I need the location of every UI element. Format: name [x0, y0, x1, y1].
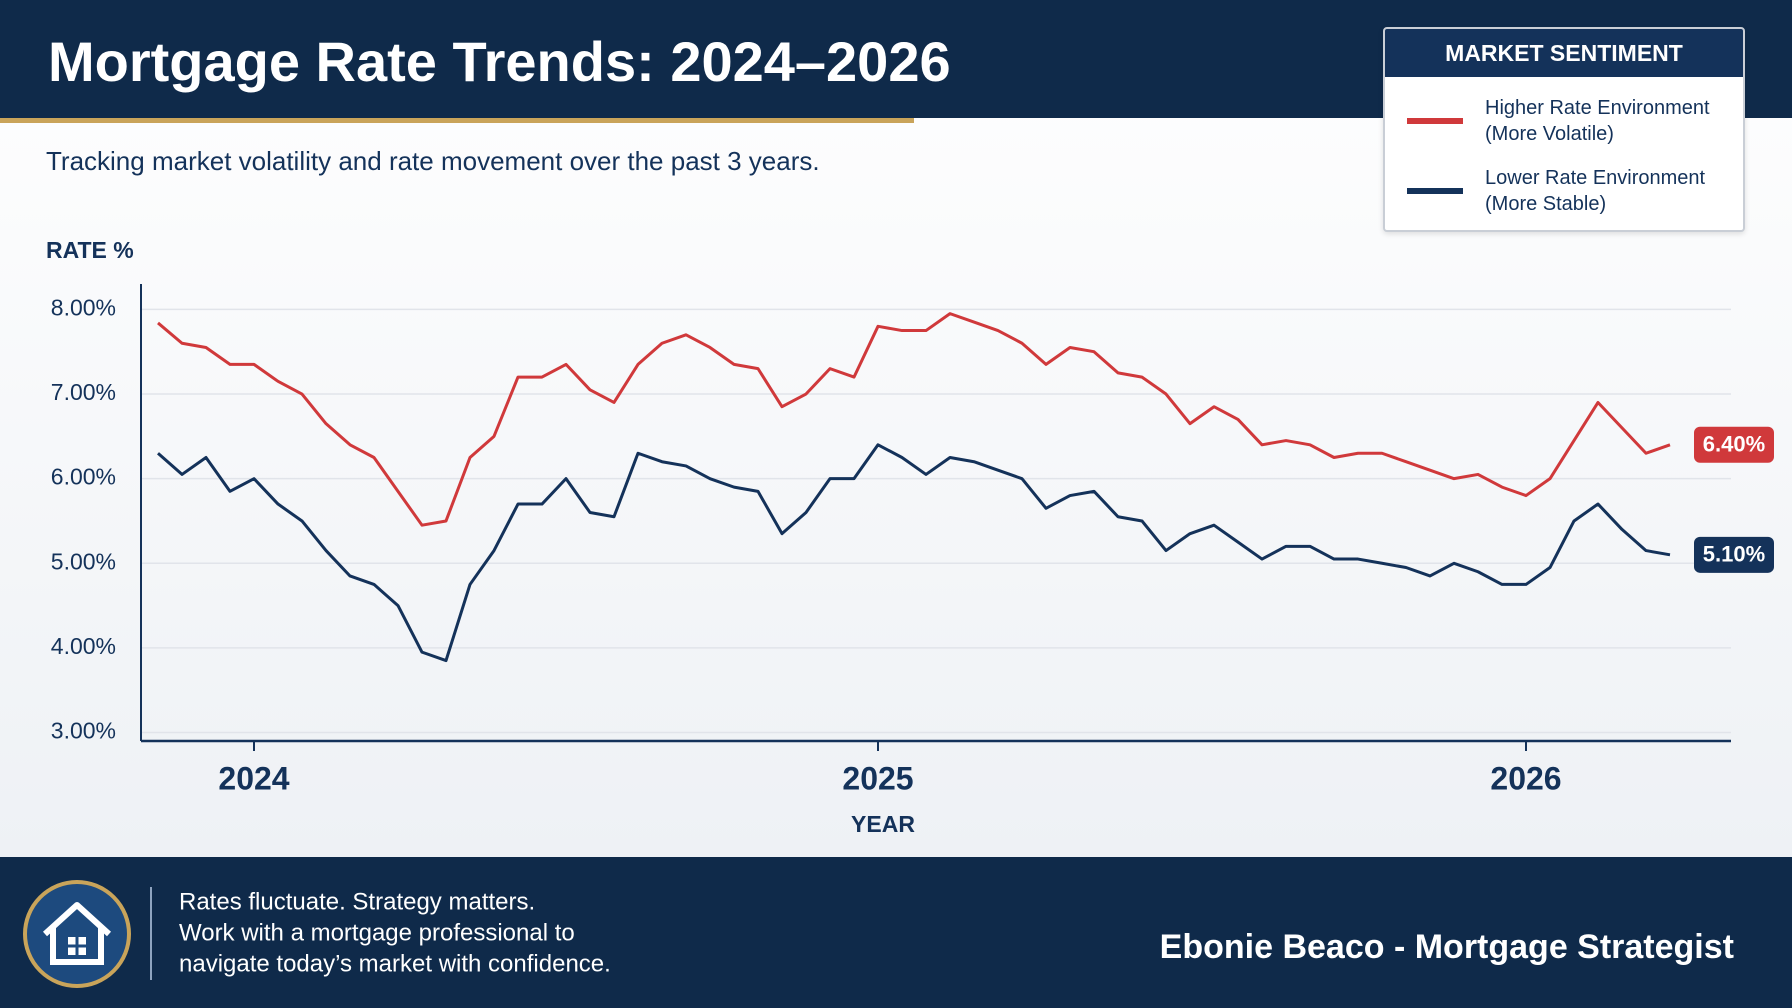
- y-tick-label: 3.00%: [51, 718, 116, 744]
- footer-band: [0, 857, 1792, 1008]
- footer-message: Work with a mortgage professional to: [179, 919, 575, 946]
- legend-item: Higher Rate Environment (More Volatile): [1407, 95, 1743, 147]
- y-tick-label: 5.00%: [51, 548, 116, 574]
- data-line: [157, 443, 1671, 663]
- data-line: [157, 312, 1671, 527]
- legend: MARKET SENTIMENT Higher Rate Environment…: [1383, 27, 1745, 232]
- end-label: 6.40%: [1694, 426, 1774, 463]
- legend-title: MARKET SENTIMENT: [1385, 29, 1743, 77]
- x-axis-label: YEAR: [851, 811, 915, 837]
- legend-item: Lower Rate Environment (More Stable): [1407, 165, 1743, 217]
- legend-swatch: [1407, 188, 1463, 194]
- end-label-text: 5.10%: [1703, 542, 1765, 567]
- legend-label: Higher Rate Environment (More Volatile): [1485, 97, 1710, 145]
- y-tick-label: 8.00%: [51, 294, 116, 320]
- signature: Ebonie Beaco - Mortgage Strategist: [1160, 928, 1734, 966]
- y-tick-label: 7.00%: [51, 379, 116, 405]
- x-tick-label: 2024: [218, 760, 289, 796]
- footer-message: Rates fluctuate. Strategy matters.: [179, 888, 535, 915]
- y-axis-label: RATE %: [46, 237, 134, 263]
- end-label-badge: [1694, 536, 1774, 573]
- home-icon: [23, 880, 131, 988]
- x-tick-label: 2025: [842, 760, 913, 796]
- header-accent: [0, 118, 914, 123]
- footer-message: navigate today’s market with confidence.: [179, 950, 611, 977]
- y-tick-label: 4.00%: [51, 633, 116, 659]
- end-label-text: 6.40%: [1703, 432, 1765, 457]
- legend-swatch: [1407, 118, 1463, 124]
- title: Mortgage Rate Trends: 2024–2026: [48, 30, 951, 93]
- x-tick-label: 2026: [1490, 760, 1561, 796]
- end-label-badge: [1694, 426, 1774, 463]
- subtitle: Tracking market volatility and rate move…: [46, 146, 820, 176]
- y-tick-label: 6.00%: [51, 464, 116, 490]
- end-label: 5.10%: [1694, 536, 1774, 573]
- legend-label: Lower Rate Environment (More Stable): [1485, 167, 1706, 215]
